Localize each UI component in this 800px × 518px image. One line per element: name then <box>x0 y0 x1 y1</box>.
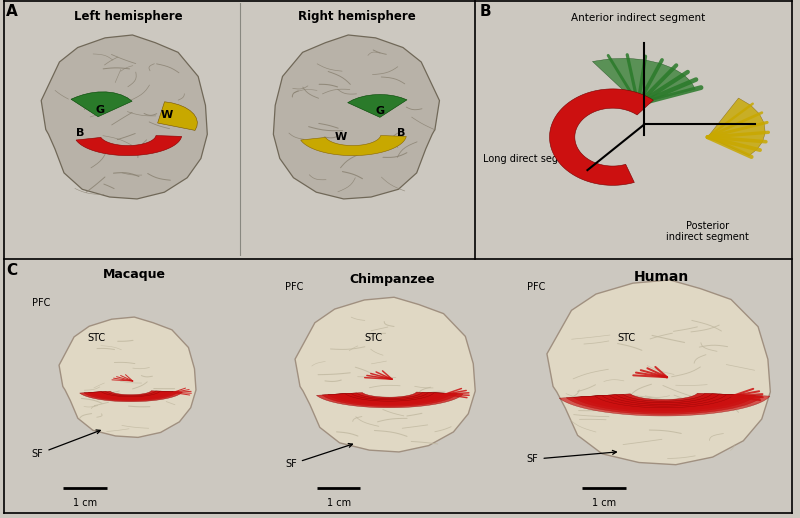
Polygon shape <box>574 394 755 413</box>
Polygon shape <box>88 391 174 400</box>
Text: 1 cm: 1 cm <box>592 498 616 508</box>
Text: Human: Human <box>634 270 689 284</box>
Polygon shape <box>593 58 695 104</box>
Polygon shape <box>71 92 132 117</box>
Polygon shape <box>80 391 182 402</box>
Text: Posterior
indirect segment: Posterior indirect segment <box>666 221 749 242</box>
Polygon shape <box>334 392 446 404</box>
Polygon shape <box>348 94 407 118</box>
Polygon shape <box>301 136 406 155</box>
Text: STC: STC <box>364 333 382 343</box>
Polygon shape <box>158 102 198 131</box>
Polygon shape <box>274 35 439 199</box>
Text: B: B <box>77 128 85 138</box>
Text: Chimpanzee: Chimpanzee <box>350 272 435 285</box>
Text: W: W <box>335 132 347 142</box>
Polygon shape <box>42 35 207 199</box>
Text: SF: SF <box>32 430 100 459</box>
Polygon shape <box>322 393 458 407</box>
Text: A: A <box>6 4 18 19</box>
Polygon shape <box>76 136 182 155</box>
Text: G: G <box>96 105 105 116</box>
Text: Left hemisphere: Left hemisphere <box>74 10 182 23</box>
Polygon shape <box>550 89 654 185</box>
Text: STC: STC <box>618 333 636 343</box>
Text: PFC: PFC <box>526 282 545 292</box>
Polygon shape <box>547 280 770 465</box>
Text: W: W <box>161 110 173 120</box>
Polygon shape <box>328 392 451 405</box>
Polygon shape <box>559 395 770 416</box>
Text: STC: STC <box>87 333 106 343</box>
Text: PFC: PFC <box>285 282 303 292</box>
Text: B: B <box>397 128 406 138</box>
Text: B: B <box>480 4 492 19</box>
Text: SF: SF <box>526 451 617 464</box>
Text: PFC: PFC <box>32 297 50 308</box>
Text: G: G <box>375 106 385 116</box>
Text: SF: SF <box>285 443 353 469</box>
Polygon shape <box>566 394 762 414</box>
Polygon shape <box>84 391 178 401</box>
Polygon shape <box>317 393 463 408</box>
Polygon shape <box>588 394 741 409</box>
Polygon shape <box>295 297 475 452</box>
Text: 1 cm: 1 cm <box>73 498 98 508</box>
Polygon shape <box>594 393 734 408</box>
Polygon shape <box>581 394 748 411</box>
Polygon shape <box>59 317 196 437</box>
Text: C: C <box>6 263 18 278</box>
Text: Macaque: Macaque <box>103 268 166 281</box>
Text: 1 cm: 1 cm <box>326 498 350 508</box>
Text: Anterior indirect segment: Anterior indirect segment <box>571 13 705 23</box>
Text: Long direct segment: Long direct segment <box>483 150 584 165</box>
Polygon shape <box>707 98 766 156</box>
Text: Right hemisphere: Right hemisphere <box>298 10 416 23</box>
